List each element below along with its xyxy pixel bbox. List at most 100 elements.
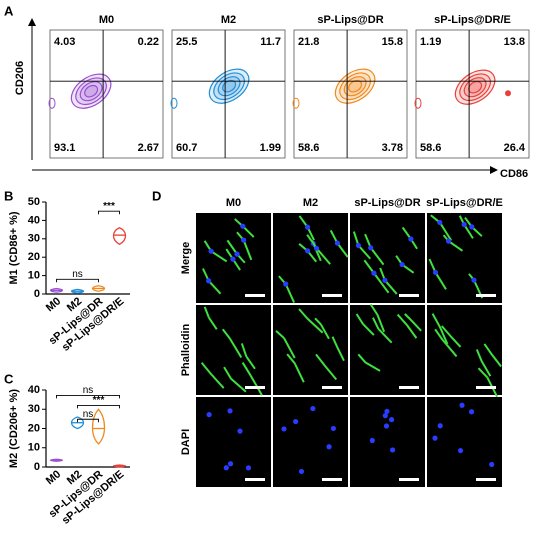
nucleus — [471, 277, 477, 283]
quadrant-percent: 13.8 — [504, 36, 525, 48]
row-label: DAPI — [180, 429, 192, 455]
panel-label: A — [4, 3, 14, 18]
scale-bar — [476, 478, 496, 481]
micrograph — [427, 397, 502, 487]
nucleus — [334, 240, 340, 246]
cell-body — [475, 349, 492, 377]
micrograph — [273, 397, 348, 487]
nucleus — [241, 237, 247, 243]
violin — [70, 288, 85, 294]
quadrant-percent: 15.8 — [382, 36, 403, 48]
arrow-head — [28, 18, 36, 26]
cell-body — [363, 259, 390, 294]
cell-body — [369, 303, 386, 333]
nucleus — [206, 278, 212, 284]
nucleus — [310, 405, 316, 412]
micrograph — [350, 305, 425, 395]
nucleus — [227, 461, 234, 467]
significance-bracket — [77, 418, 99, 423]
scale-bar — [322, 386, 342, 389]
nucleus — [237, 428, 243, 434]
nucleus — [445, 238, 452, 244]
plot-frame — [49, 29, 164, 159]
cell-body — [275, 330, 296, 359]
plot-title: sP-Lips@DR — [317, 14, 383, 26]
violin — [91, 285, 106, 292]
column-title: M0 — [226, 197, 241, 209]
nucleus — [384, 408, 390, 414]
nucleus — [208, 248, 214, 254]
micrograph — [427, 213, 502, 303]
density-contour — [213, 72, 245, 101]
nucleus — [371, 270, 377, 276]
y-tick-label: 50 — [28, 196, 40, 208]
significance-label: *** — [93, 395, 105, 406]
cell-body — [241, 362, 263, 396]
nucleus — [461, 221, 467, 228]
nucleus — [368, 245, 374, 251]
significance-bracket — [98, 210, 120, 215]
nucleus — [355, 242, 362, 249]
nucleus — [382, 277, 388, 283]
cell-body — [431, 313, 449, 345]
edge-population — [414, 97, 422, 109]
nucleus — [227, 408, 233, 414]
cell-body — [396, 313, 418, 339]
violin — [70, 416, 85, 430]
outlier-population — [505, 90, 511, 97]
column-title: sP-Lips@DR/E — [426, 197, 503, 209]
plot-frame — [293, 29, 408, 159]
x-tick-label: M0 — [44, 468, 63, 487]
nucleus — [468, 409, 475, 415]
cell-body — [286, 353, 305, 383]
nucleus — [293, 418, 299, 425]
cell-body — [355, 313, 375, 336]
micrograph — [273, 305, 348, 395]
scale-bar — [399, 386, 419, 389]
cell-body — [221, 328, 243, 359]
nucleus — [432, 435, 438, 441]
y-tick-label: 10 — [28, 270, 40, 282]
nucleus — [469, 224, 475, 230]
plot-title: M2 — [221, 14, 236, 26]
edge-population — [170, 97, 178, 109]
nucleus — [283, 281, 289, 287]
nucleus — [437, 423, 443, 429]
quadrant-percent: 25.5 — [176, 36, 197, 48]
x-axis-label: CD86 — [500, 168, 528, 180]
plot-frame — [171, 29, 286, 159]
density-contour — [70, 73, 112, 109]
significance-bracket — [77, 404, 120, 409]
y-axis-label: M1 (CD86+ %) — [8, 211, 20, 284]
significance-label: ns — [83, 409, 94, 420]
nucleus — [234, 251, 240, 257]
quadrant-percent: 11.7 — [260, 36, 281, 48]
scale-bar — [245, 478, 265, 481]
nucleus — [206, 412, 212, 418]
quadrant-percent: 58.6 — [420, 142, 441, 154]
y-tick-label: 20 — [28, 251, 40, 263]
arrow-head — [490, 166, 498, 174]
significance-label: ns — [72, 269, 83, 280]
y-tick-label: 0 — [34, 461, 40, 473]
panel-label: D — [152, 188, 161, 203]
x-tick-label: M0 — [44, 295, 63, 314]
plot-title: M0 — [99, 14, 114, 26]
significance-bracket — [56, 278, 99, 283]
nucleus — [408, 236, 414, 242]
cell-body — [357, 353, 381, 372]
plot-title: sP-Lips@DR/E — [434, 14, 511, 26]
cell-body — [298, 308, 324, 334]
panel-label: C — [4, 371, 14, 386]
y-tick-label: 20 — [28, 422, 40, 434]
scale-bar — [322, 478, 342, 481]
violin — [91, 408, 106, 445]
nucleus — [489, 461, 495, 468]
density-contour — [222, 79, 237, 93]
micrograph — [350, 213, 425, 303]
nucleus — [388, 417, 395, 423]
quadrant-percent: 93.1 — [54, 142, 75, 154]
nucleus — [437, 219, 443, 226]
significance-label: ns — [83, 385, 94, 396]
cell-body — [434, 328, 458, 358]
